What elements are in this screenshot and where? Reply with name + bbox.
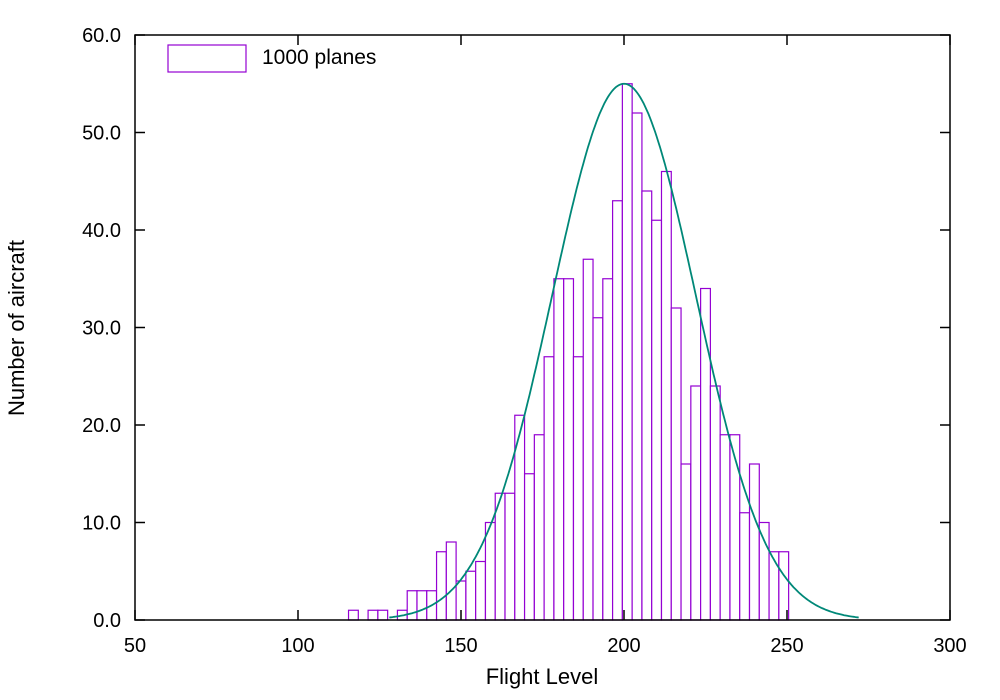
histogram-bar (768, 551, 780, 621)
histogram-bar (582, 258, 594, 621)
histogram-bar (778, 551, 790, 621)
legend-sample-box (167, 44, 247, 73)
y-tick-label: 60.0 (82, 25, 121, 47)
axis-ticks (134, 34, 951, 621)
y-tick-label: 30.0 (82, 318, 121, 340)
y-tick-label: 40.0 (82, 220, 121, 242)
histogram-bar (651, 219, 663, 621)
axis-tick-labels: 50 100 150 200 250 300 0.0 10.0 20.0 30.0 40.0 50.0… (82, 25, 967, 657)
histogram-bar (670, 307, 682, 621)
histogram-bar (347, 609, 359, 621)
histogram-bar (543, 356, 555, 621)
histogram-bar (416, 590, 428, 621)
histogram-bar (406, 590, 418, 621)
histogram-bar (494, 492, 506, 621)
histogram-bar (611, 200, 623, 621)
histogram-bar (523, 473, 535, 621)
histogram-bar (504, 492, 516, 621)
x-tick-label: 300 (933, 635, 966, 657)
histogram-bar (631, 112, 643, 621)
legend: 1000 planes (167, 44, 376, 73)
histogram-bar (602, 278, 614, 621)
legend-label: 1000 planes (262, 46, 376, 69)
histogram-bar (445, 541, 457, 621)
y-tick-label: 50.0 (82, 123, 121, 145)
y-tick-label: 20.0 (82, 415, 121, 437)
histogram-bar (690, 385, 702, 621)
y-axis-label: Number of aircraft (4, 240, 29, 416)
y-tick-label: 10.0 (82, 513, 121, 535)
histogram-bar (660, 170, 672, 621)
histogram-bar (748, 463, 760, 621)
histogram-bar (621, 83, 633, 621)
x-tick-label: 250 (770, 635, 803, 657)
histogram-bar (709, 385, 721, 621)
histogram-bar (563, 278, 575, 621)
histogram-bar (435, 551, 447, 621)
histogram-bar (641, 190, 653, 621)
x-tick-label: 150 (444, 635, 477, 657)
x-tick-label: 100 (281, 635, 314, 657)
x-tick-label: 200 (607, 635, 640, 657)
histogram-bar (377, 609, 389, 621)
histogram-bar (484, 521, 496, 621)
histogram-bar (533, 434, 545, 621)
y-tick-label: 0.0 (93, 610, 121, 632)
x-axis-label: Flight Level (486, 664, 599, 689)
histogram-bars (347, 83, 790, 621)
gaussian-curve (389, 82, 859, 619)
histogram-bar (729, 434, 741, 621)
histogram-bar (465, 570, 477, 621)
histogram-bar (592, 317, 604, 621)
histogram-bar (758, 521, 770, 621)
x-tick-label: 50 (124, 635, 146, 657)
histogram-bar (367, 609, 379, 621)
histogram-bar (572, 356, 584, 621)
histogram-bar (680, 463, 692, 621)
histogram-bar (739, 512, 751, 621)
histogram-bar (719, 434, 731, 621)
histogram-bar (553, 278, 565, 621)
histogram-bar (475, 560, 487, 621)
